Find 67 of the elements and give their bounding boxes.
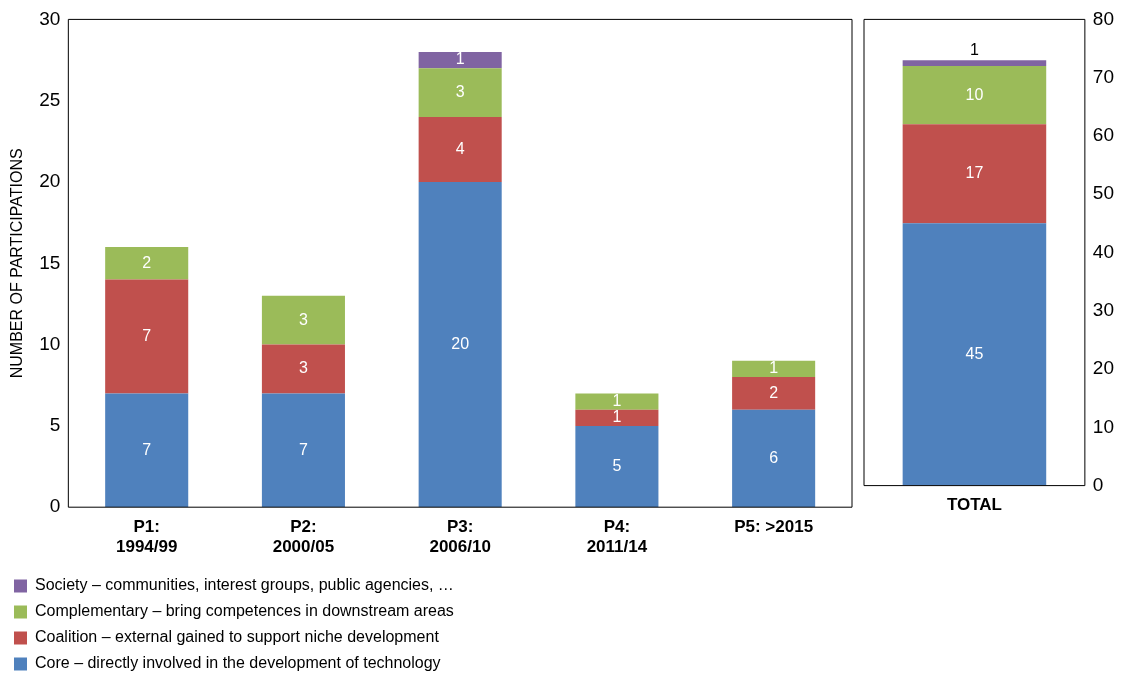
legend-label: Core – directly involved in the development of technology (35, 654, 441, 672)
data-label: 2 (769, 383, 779, 401)
x-tick-label: TOTAL (946, 495, 1002, 515)
bar (105, 279, 189, 394)
bar (105, 393, 189, 508)
data-label: 7 (142, 326, 152, 344)
y-tick-label: 15 (39, 251, 61, 273)
bar (261, 393, 345, 508)
data-label: 1 (612, 408, 622, 426)
data-label: 1 (769, 359, 779, 377)
data-label: 2 (142, 253, 152, 271)
data-label: 7 (298, 440, 308, 458)
bar (732, 377, 816, 410)
data-label: 10 (965, 85, 984, 103)
x-tick-label: P4: 2011/14 (586, 517, 648, 557)
bar (418, 68, 502, 117)
legend-label: Society – communities, interest groups, public agencies, … (35, 576, 454, 594)
bar (418, 51, 502, 69)
y2-tick-label: 80 (1092, 7, 1115, 29)
data-label: 6 (769, 448, 779, 466)
bar (261, 295, 345, 345)
bar (418, 182, 502, 508)
y2-tick-label: 0 (1092, 473, 1104, 495)
y-tick-label: 30 (39, 7, 61, 29)
x-tick-label: P5: >2015 (734, 517, 814, 537)
y2-tick-label: 40 (1092, 240, 1115, 262)
legend-label: Complementary – bring competences in downstream areas (35, 602, 454, 620)
data-label: 20 (451, 335, 470, 353)
y-tick-label: 5 (49, 414, 61, 436)
bar (902, 66, 1047, 125)
data-label: 45 (965, 344, 984, 362)
y-tick-label: 10 (39, 332, 61, 354)
data-label: 5 (612, 456, 622, 474)
bar (418, 116, 502, 182)
bar (902, 223, 1047, 486)
data-label: 3 (455, 82, 465, 100)
bar (732, 360, 816, 378)
bar (575, 425, 659, 508)
bar (902, 60, 1047, 67)
bar (732, 409, 816, 508)
data-label: 4 (455, 139, 465, 157)
y2-tick-label: 50 (1092, 182, 1115, 204)
data-label: 1 (612, 391, 622, 409)
legend-label: Coalition – external gained to support niche development (35, 628, 440, 646)
bar (575, 409, 659, 426)
bar (902, 124, 1047, 224)
y-tick-label: 25 (39, 88, 61, 110)
y-axis-title: NUMBER OF PARTICIPATIONS (8, 148, 26, 379)
y-tick-label: 20 (39, 170, 61, 192)
y2-tick-label: 60 (1092, 124, 1115, 146)
bar (261, 344, 345, 394)
data-label: 7 (142, 440, 152, 458)
y-tick-label: 0 (49, 495, 61, 517)
x-tick-label: P2: 2000/05 (272, 517, 335, 557)
data-label: 17 (965, 164, 984, 182)
y2-tick-label: 70 (1092, 65, 1115, 87)
y2-tick-label: 10 (1092, 415, 1115, 437)
y2-tick-label: 20 (1092, 357, 1115, 379)
x-tick-label: P3: 2006/10 (429, 517, 491, 557)
data-label: 1 (969, 40, 979, 58)
data-label: 3 (298, 359, 308, 377)
bar (575, 393, 659, 410)
data-label: 1 (455, 50, 465, 68)
y2-tick-label: 30 (1092, 299, 1115, 321)
x-tick-label: P1: 1994/99 (115, 517, 178, 557)
data-label: 3 (298, 310, 308, 328)
bar (105, 247, 189, 280)
